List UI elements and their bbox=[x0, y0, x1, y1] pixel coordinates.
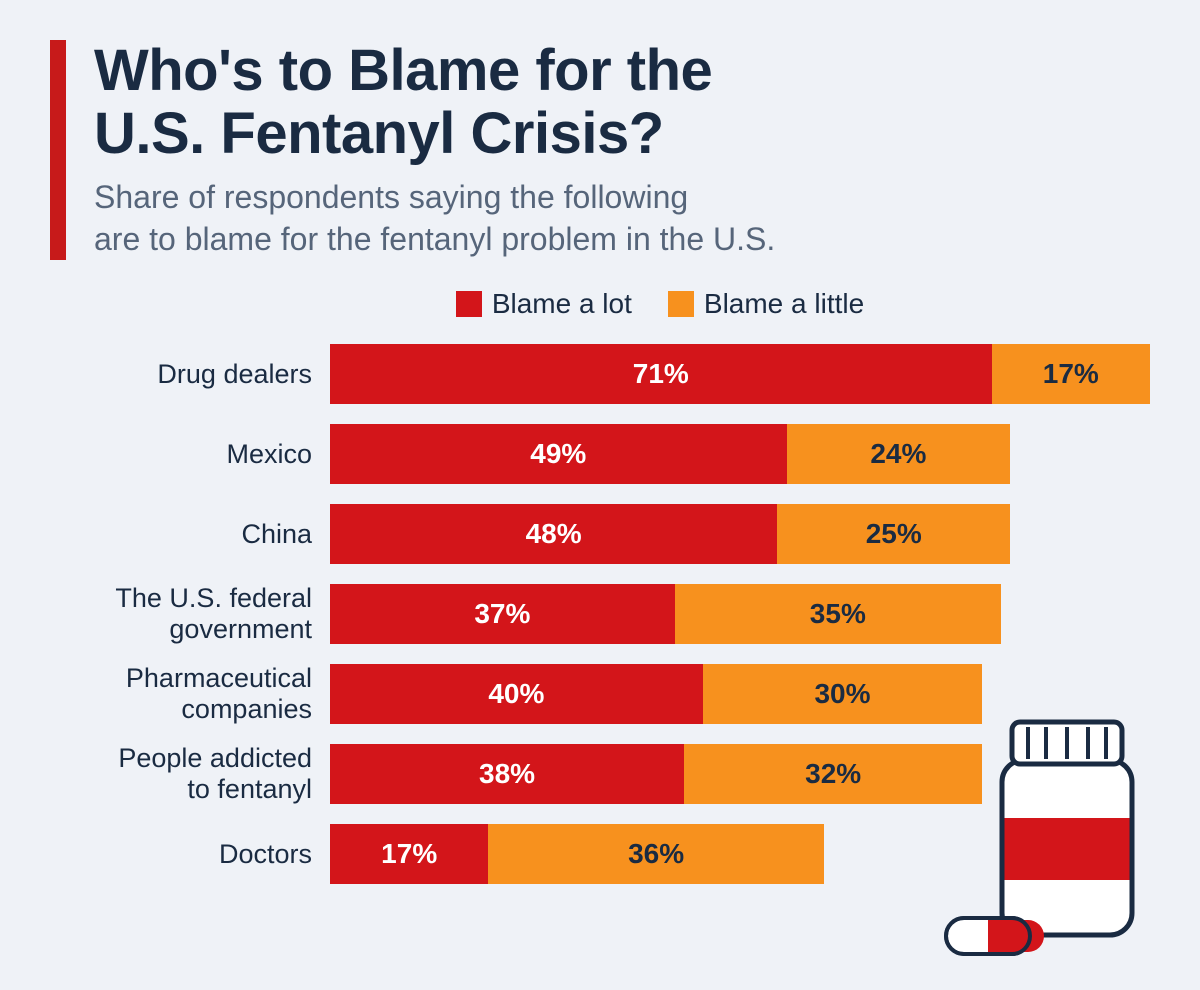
bar-label: People addictedto fentanyl bbox=[50, 743, 330, 805]
bar-track: 48%25% bbox=[330, 504, 1150, 564]
legend-item-lot: Blame a lot bbox=[456, 288, 632, 320]
bar-segment-lot: 49% bbox=[330, 424, 787, 484]
bar-label: Drug dealers bbox=[50, 359, 330, 390]
title-line-2: U.S. Fentanyl Crisis? bbox=[94, 101, 664, 166]
bar-segment-lot: 40% bbox=[330, 664, 703, 724]
bar-row: The U.S. federalgovernment37%35% bbox=[50, 584, 1150, 644]
header: Who's to Blame for the U.S. Fentanyl Cri… bbox=[50, 40, 1150, 260]
chart-title: Who's to Blame for the U.S. Fentanyl Cri… bbox=[94, 40, 775, 165]
bar-segment-lot: 71% bbox=[330, 344, 992, 404]
bar-row: Mexico49%24% bbox=[50, 424, 1150, 484]
bar-track: 37%35% bbox=[330, 584, 1150, 644]
bar-label: The U.S. federalgovernment bbox=[50, 583, 330, 645]
chart-subtitle: Share of respondents saying the followin… bbox=[94, 177, 775, 260]
bar-label: Doctors bbox=[50, 839, 330, 870]
title-line-1: Who's to Blame for the bbox=[94, 38, 712, 103]
accent-bar bbox=[50, 40, 66, 260]
subtitle-line-2: are to blame for the fentanyl problem in… bbox=[94, 221, 775, 257]
bar-segment-little: 17% bbox=[992, 344, 1150, 404]
bar-track: 49%24% bbox=[330, 424, 1150, 484]
legend-swatch-lot bbox=[456, 291, 482, 317]
bar-label: China bbox=[50, 519, 330, 550]
legend-swatch-little bbox=[668, 291, 694, 317]
legend-label-lot: Blame a lot bbox=[492, 288, 632, 320]
legend: Blame a lot Blame a little bbox=[170, 288, 1150, 320]
bar-label: Pharmaceuticalcompanies bbox=[50, 663, 330, 725]
pill-bottle-icon bbox=[940, 700, 1160, 960]
bar-segment-little: 36% bbox=[488, 824, 823, 884]
bar-segment-lot: 37% bbox=[330, 584, 675, 644]
bar-row: Drug dealers71%17% bbox=[50, 344, 1150, 404]
bar-segment-little: 25% bbox=[777, 504, 1010, 564]
header-text: Who's to Blame for the U.S. Fentanyl Cri… bbox=[94, 40, 775, 260]
bar-segment-little: 24% bbox=[787, 424, 1011, 484]
bar-track: 71%17% bbox=[330, 344, 1150, 404]
bar-segment-lot: 48% bbox=[330, 504, 777, 564]
bar-segment-little: 32% bbox=[684, 744, 982, 804]
bar-row: China48%25% bbox=[50, 504, 1150, 564]
bar-segment-lot: 38% bbox=[330, 744, 684, 804]
legend-item-little: Blame a little bbox=[668, 288, 864, 320]
bar-segment-lot: 17% bbox=[330, 824, 488, 884]
subtitle-line-1: Share of respondents saying the followin… bbox=[94, 179, 688, 215]
bar-label: Mexico bbox=[50, 439, 330, 470]
bar-segment-little: 35% bbox=[675, 584, 1001, 644]
legend-label-little: Blame a little bbox=[704, 288, 864, 320]
